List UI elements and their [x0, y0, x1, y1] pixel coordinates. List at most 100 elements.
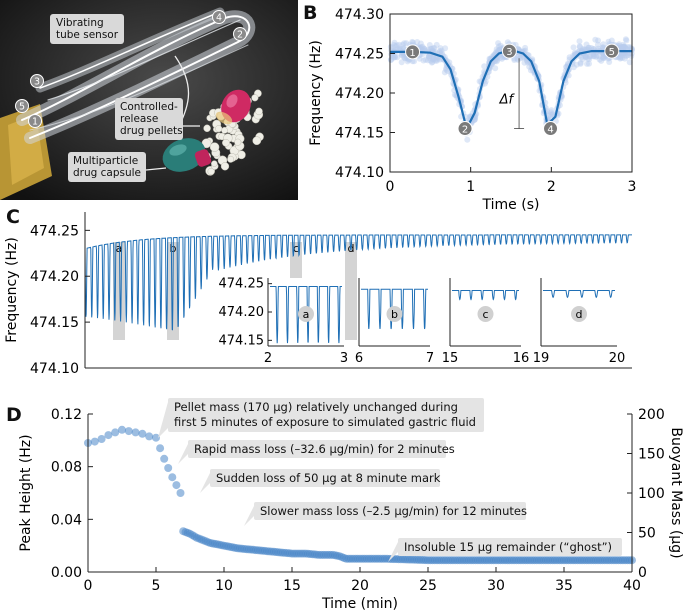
node-marker-label: 5: [19, 102, 25, 113]
photo-a: Vibrating tube sensor Controlled-release d…: [0, 0, 298, 200]
scatter-point: [168, 473, 177, 482]
x-tick-label: 0: [84, 578, 93, 594]
scatter-point: [622, 36, 629, 43]
scatter-point: [152, 433, 160, 442]
scatter-point: [620, 43, 627, 50]
scatter-point: [476, 78, 483, 85]
scatter-point: [145, 432, 154, 441]
scatter-point: [471, 116, 478, 123]
panel-label-b: B: [303, 2, 318, 24]
scatter-point: [511, 57, 518, 63]
scatter-point: [548, 107, 555, 114]
photo-node-markers: 1 2 3 4 5: [15, 10, 247, 128]
y-tick-label: 474.15: [335, 126, 384, 142]
scatter-point: [617, 55, 624, 62]
scatter-point: [90, 437, 99, 446]
scatter-point: [410, 39, 416, 46]
scatter-point: [522, 47, 529, 54]
scatter-point: [387, 57, 394, 63]
scatter-point: [566, 54, 573, 61]
y-tick-label: 0.08: [51, 460, 82, 476]
scatter-point: [592, 36, 599, 43]
callout-box: [210, 469, 440, 487]
scatter-point: [599, 44, 606, 51]
scatter-point: [598, 57, 605, 64]
y-tick-label: 0.04: [51, 512, 82, 528]
scatter-point: [172, 481, 181, 490]
scatter-point: [427, 57, 434, 64]
scatter-point: [430, 56, 437, 63]
callout-text: Sudden loss of 50 μg at 8 minute mark: [216, 471, 441, 485]
scatter-point: [619, 54, 626, 61]
node-marker-label: 3: [34, 77, 40, 88]
node-point-label: 1: [409, 48, 415, 59]
scatter-point: [594, 41, 601, 48]
scatter-point: [421, 45, 428, 52]
y-tick-label: 474.30: [335, 7, 384, 23]
photo-callouts: Vibrating tube sensor Controlled-release d…: [50, 14, 200, 182]
scatter-point: [579, 46, 586, 53]
pellet: [252, 136, 262, 146]
callout-arrow-capsule: [145, 167, 167, 171]
scatter-point: [441, 69, 448, 76]
highlight-band: [345, 242, 357, 340]
pellet: [234, 138, 242, 146]
inset-x-tick-label: 3: [340, 351, 348, 366]
scatter-point: [616, 41, 623, 48]
scatter-point: [570, 64, 577, 71]
scatter-point: [390, 54, 397, 61]
scatter-point: [430, 54, 437, 61]
callout-text-capsule: Multiparticle drug capsule: [73, 155, 141, 179]
scatter-point: [590, 50, 597, 57]
scatter-point: [437, 45, 444, 52]
inset-trace: [270, 286, 342, 344]
scatter-point: [579, 56, 586, 63]
scatter-point: [496, 46, 503, 53]
scatter-point: [571, 49, 578, 56]
callout-3: Sudden loss of 50 μg at 8 minute mark: [200, 469, 441, 493]
node-point-marker: [405, 44, 421, 60]
pellet: [211, 160, 218, 167]
scatter-point: [573, 61, 580, 68]
x-tick-label: 35: [555, 578, 573, 594]
x-tick-label: 2: [547, 179, 556, 195]
x-tick-label: 3: [628, 179, 637, 195]
panel-d: D 0.00 0.04 0.08 0.12 0 50 100 150 200 0 5 10 15 20 25…: [0, 398, 685, 611]
x-tick-label: 30: [487, 578, 505, 594]
scatter-point: [439, 50, 445, 57]
x-tick-label: 10: [215, 578, 233, 594]
scatter-point: [401, 40, 408, 47]
scatter-point: [618, 52, 625, 59]
node-marker-label: 2: [237, 30, 243, 41]
callout-1: Pellet mass (170 μg) relatively unchange…: [158, 398, 484, 438]
pellet: [221, 127, 228, 134]
scatter-point: [422, 56, 429, 63]
chart-b: 474.10 474.15 474.20 474.25 474.30 0 1 2 3 Time (…: [308, 7, 637, 213]
scatter-point: [608, 37, 615, 44]
callout-box: [188, 440, 446, 458]
scatter-point: [414, 39, 421, 45]
callout-text: Pellet mass (170 μg) relatively unchange…: [174, 400, 476, 429]
scatter-point: [430, 54, 437, 60]
scatter-point: [622, 52, 629, 59]
scatter-point: [497, 54, 504, 61]
scatter-point: [576, 38, 583, 45]
scatter-point: [425, 53, 432, 60]
scatter-point: [420, 57, 427, 64]
scatter-point: [481, 63, 488, 70]
inset-badge-label: c: [482, 308, 488, 321]
inset-badge-label: b: [391, 308, 398, 321]
scatter-point: [596, 56, 603, 63]
scatter-point: [430, 55, 437, 62]
scatter-point: [623, 53, 630, 59]
x-tick-label: 40: [623, 578, 641, 594]
scatter-point: [497, 42, 504, 49]
inset-y-tick-label: 474.20: [219, 305, 265, 320]
scatter-point: [156, 444, 165, 453]
callout-text: Rapid mass loss (–32.6 μg/min) for 2 min…: [194, 442, 455, 456]
scatter-point: [431, 44, 438, 51]
right-y-axis-label: Buoyant Mass (μg): [668, 427, 684, 558]
callout-box-sensor: [50, 14, 124, 44]
callout-text: Slower mass loss (–2.5 μg/min) for 12 mi…: [260, 504, 527, 518]
chart-c: a b c d 474.10 474.15 474.20 474.25 Frequency (H…: [4, 212, 632, 377]
